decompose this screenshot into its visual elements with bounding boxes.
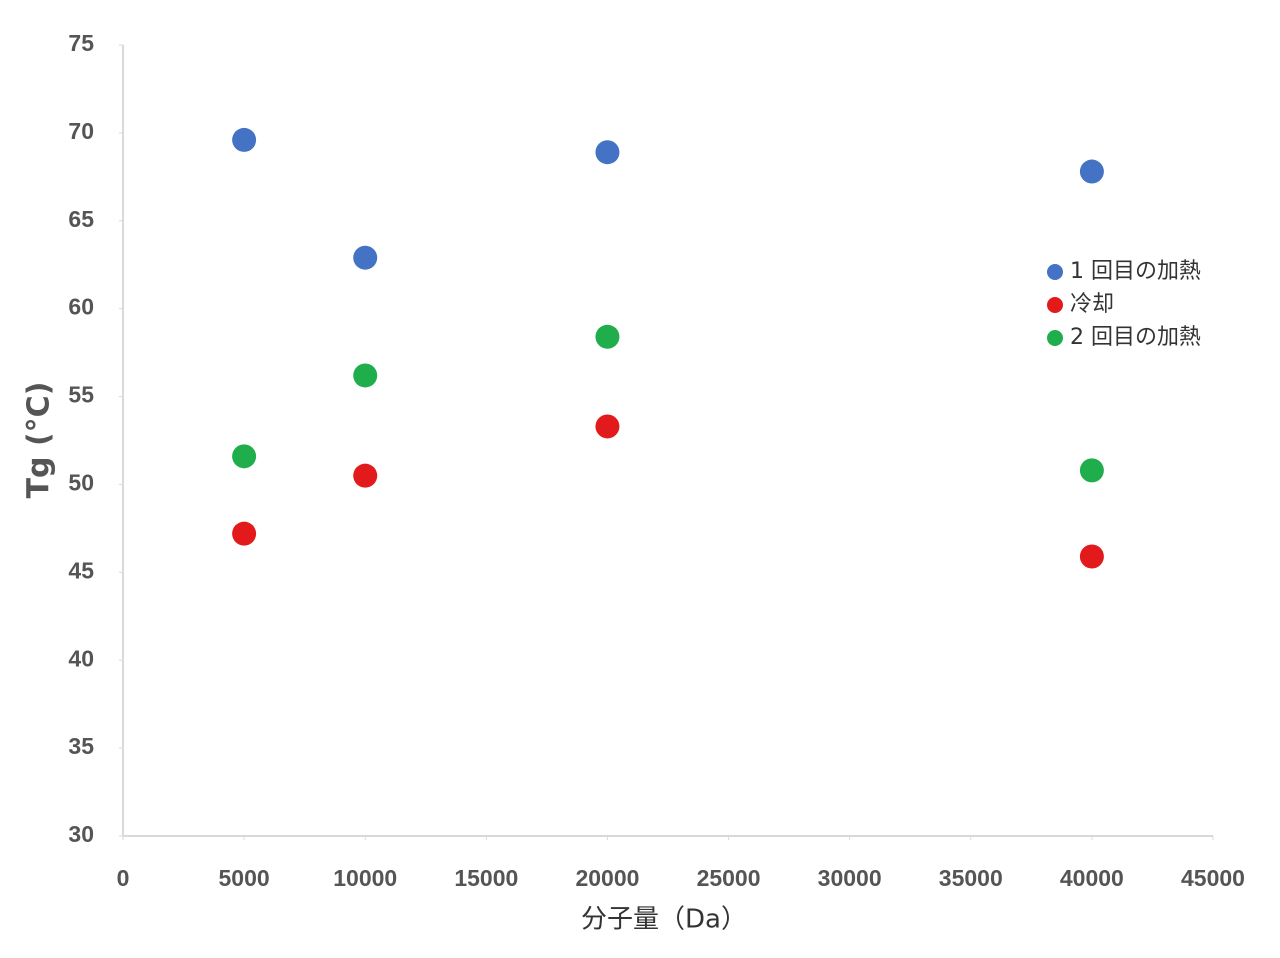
data-point [353, 363, 378, 388]
legend-marker [1047, 264, 1063, 280]
x-tick-label: 40000 [1060, 865, 1124, 891]
legend-marker [1047, 330, 1063, 346]
x-tick-label: 15000 [454, 865, 518, 891]
x-tick-label: 45000 [1181, 865, 1245, 891]
y-tick-label: 55 [68, 382, 94, 408]
y-tick-label: 50 [68, 470, 94, 496]
x-tick-label: 0 [117, 865, 130, 891]
y-tick-label: 45 [68, 557, 94, 583]
y-tick-label: 30 [68, 821, 94, 847]
legend-label: 1 回目の加熱 [1070, 259, 1201, 284]
y-axis-title: Tg (°C) [22, 382, 57, 499]
y-tick-label: 75 [68, 30, 94, 56]
data-point [232, 127, 257, 152]
y-tick-label: 40 [68, 645, 94, 671]
legend-label: 2 回目の加熱 [1070, 325, 1201, 350]
data-point [595, 140, 620, 165]
data-point [595, 324, 620, 349]
y-tick-label: 70 [68, 118, 94, 144]
data-point [1079, 544, 1104, 569]
legend-label: 冷却 [1070, 292, 1114, 317]
x-tick-label: 30000 [818, 865, 882, 891]
x-tick-label: 5000 [219, 865, 270, 891]
data-point [595, 414, 620, 439]
y-tick-label: 35 [68, 733, 94, 759]
x-tick-label: 25000 [697, 865, 761, 891]
legend-marker [1047, 297, 1063, 313]
data-point [1079, 159, 1104, 184]
y-tick-label: 65 [68, 206, 94, 232]
x-axis-title: 分子量（Da） [581, 905, 747, 935]
x-tick-label: 35000 [939, 865, 1003, 891]
data-point [353, 463, 378, 488]
x-tick-label: 20000 [575, 865, 639, 891]
data-point [232, 521, 257, 546]
data-point [1079, 458, 1104, 483]
x-tick-label: 10000 [333, 865, 397, 891]
data-point [232, 444, 257, 469]
data-point [353, 245, 378, 270]
y-tick-label: 60 [68, 294, 94, 320]
